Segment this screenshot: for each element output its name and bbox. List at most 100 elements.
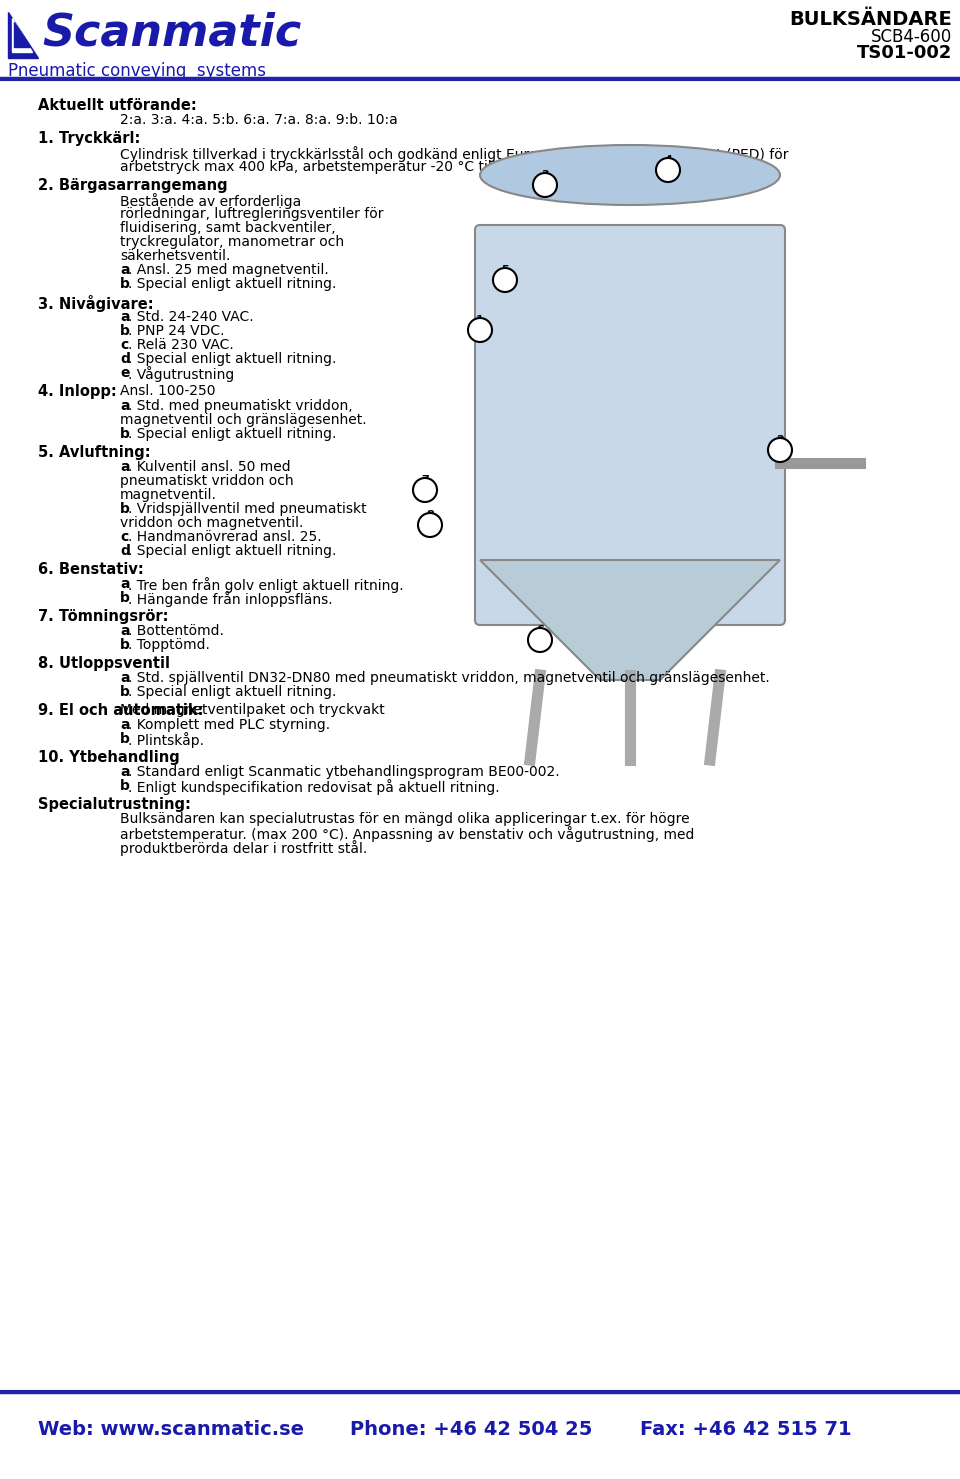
Polygon shape bbox=[14, 22, 30, 47]
Text: e: e bbox=[120, 365, 130, 380]
Text: a: a bbox=[120, 624, 130, 637]
Text: Med magnetventilpaket och tryckvakt: Med magnetventilpaket och tryckvakt bbox=[120, 703, 385, 717]
Text: tryckregulator, manometrar och: tryckregulator, manometrar och bbox=[120, 235, 344, 248]
Text: 8. Utloppsventil: 8. Utloppsventil bbox=[38, 657, 170, 671]
Text: . Special enligt aktuell ritning.: . Special enligt aktuell ritning. bbox=[128, 277, 336, 291]
Text: d: d bbox=[120, 352, 130, 365]
Text: . Relä 230 VAC.: . Relä 230 VAC. bbox=[128, 339, 233, 352]
Text: Phone: +46 42 504 25: Phone: +46 42 504 25 bbox=[350, 1420, 592, 1439]
Text: TS01-002: TS01-002 bbox=[856, 44, 952, 62]
Text: b: b bbox=[120, 592, 130, 605]
Text: . Tre ben från golv enligt aktuell ritning.: . Tre ben från golv enligt aktuell ritni… bbox=[128, 577, 403, 593]
Text: magnetventil.: magnetventil. bbox=[120, 488, 217, 501]
Text: 7. Tömningsrör:: 7. Tömningsrör: bbox=[38, 609, 169, 624]
Text: 5: 5 bbox=[501, 265, 509, 275]
Text: 9. El och automatik:: 9. El och automatik: bbox=[38, 703, 204, 717]
Polygon shape bbox=[480, 561, 780, 680]
Text: 4: 4 bbox=[664, 155, 672, 166]
Text: produktberörda delar i rostfritt stål.: produktberörda delar i rostfritt stål. bbox=[120, 840, 368, 856]
Text: c: c bbox=[120, 529, 129, 544]
Text: BULKSÄNDARE: BULKSÄNDARE bbox=[789, 10, 952, 30]
Text: 8: 8 bbox=[426, 510, 434, 521]
Text: . Topptömd.: . Topptömd. bbox=[128, 637, 210, 652]
Text: 3: 3 bbox=[541, 170, 549, 180]
Circle shape bbox=[468, 318, 492, 342]
Circle shape bbox=[656, 158, 680, 182]
Text: b: b bbox=[120, 685, 130, 700]
Text: Pneumatic conveying  systems: Pneumatic conveying systems bbox=[8, 62, 266, 80]
Text: . Vridspjällventil med pneumatiskt: . Vridspjällventil med pneumatiskt bbox=[128, 501, 367, 516]
Text: a: a bbox=[120, 399, 130, 413]
Text: . Bottentömd.: . Bottentömd. bbox=[128, 624, 224, 637]
Text: c: c bbox=[120, 339, 129, 352]
Text: b: b bbox=[120, 779, 130, 793]
Text: . Hängande från inloppsfläns.: . Hängande från inloppsfläns. bbox=[128, 592, 332, 606]
Text: Bestående av erforderliga: Bestående av erforderliga bbox=[120, 192, 301, 209]
Text: Ansl. 100-250: Ansl. 100-250 bbox=[120, 385, 215, 398]
Text: 10. Ytbehandling: 10. Ytbehandling bbox=[38, 750, 180, 765]
Text: Bulksändaren kan specialutrustas för en mängd olika appliceringar t.ex. för högr: Bulksändaren kan specialutrustas för en … bbox=[120, 812, 689, 825]
Text: . Special enligt aktuell ritning.: . Special enligt aktuell ritning. bbox=[128, 427, 336, 441]
Text: . Special enligt aktuell ritning.: . Special enligt aktuell ritning. bbox=[128, 544, 336, 558]
Text: fluidisering, samt backventiler,: fluidisering, samt backventiler, bbox=[120, 220, 336, 235]
Text: 4. Inlopp:: 4. Inlopp: bbox=[38, 385, 117, 399]
Text: 7: 7 bbox=[421, 475, 429, 485]
Text: a: a bbox=[120, 263, 130, 277]
Text: pneumatiskt vriddon och: pneumatiskt vriddon och bbox=[120, 473, 294, 488]
FancyBboxPatch shape bbox=[475, 225, 785, 626]
Text: . Plintskåp.: . Plintskåp. bbox=[128, 732, 204, 748]
Text: . Std. med pneumatiskt vriddon,: . Std. med pneumatiskt vriddon, bbox=[128, 399, 352, 413]
Text: Aktuellt utförande:: Aktuellt utförande: bbox=[38, 98, 197, 112]
Text: b: b bbox=[120, 324, 130, 339]
Text: 6. Benstativ:: 6. Benstativ: bbox=[38, 562, 144, 577]
Text: . Ansl. 25 med magnetventil.: . Ansl. 25 med magnetventil. bbox=[128, 263, 328, 277]
Text: 1. Tryckkärl:: 1. Tryckkärl: bbox=[38, 132, 140, 146]
Text: . Vågutrustning: . Vågutrustning bbox=[128, 365, 234, 382]
Text: a: a bbox=[120, 577, 130, 592]
Text: a: a bbox=[120, 671, 130, 685]
Text: . Special enligt aktuell ritning.: . Special enligt aktuell ritning. bbox=[128, 685, 336, 700]
Text: Fax: +46 42 515 71: Fax: +46 42 515 71 bbox=[640, 1420, 852, 1439]
Text: b: b bbox=[120, 427, 130, 441]
Text: 2: 2 bbox=[776, 435, 784, 445]
Circle shape bbox=[528, 629, 552, 652]
Text: . PNP 24 VDC.: . PNP 24 VDC. bbox=[128, 324, 225, 339]
Text: b: b bbox=[120, 732, 130, 745]
Text: a: a bbox=[120, 765, 130, 779]
Text: a: a bbox=[120, 311, 130, 324]
Text: Web: www.scanmatic.se: Web: www.scanmatic.se bbox=[38, 1420, 304, 1439]
Text: a: a bbox=[120, 717, 130, 732]
Circle shape bbox=[413, 478, 437, 501]
Text: 2. Bärgasarrangemang: 2. Bärgasarrangemang bbox=[38, 177, 228, 192]
Text: . Kulventil ansl. 50 med: . Kulventil ansl. 50 med bbox=[128, 460, 291, 473]
Circle shape bbox=[768, 438, 792, 461]
Text: säkerhetsventil.: säkerhetsventil. bbox=[120, 248, 230, 263]
Text: vriddon och magnetventil.: vriddon och magnetventil. bbox=[120, 516, 303, 529]
Text: Specialutrustning:: Specialutrustning: bbox=[38, 797, 191, 812]
Text: . Komplett med PLC styrning.: . Komplett med PLC styrning. bbox=[128, 717, 330, 732]
Text: b: b bbox=[120, 637, 130, 652]
Polygon shape bbox=[8, 12, 38, 58]
Text: b: b bbox=[120, 277, 130, 291]
Circle shape bbox=[533, 173, 557, 197]
Polygon shape bbox=[12, 18, 32, 52]
Circle shape bbox=[418, 513, 442, 537]
Text: Cylindrisk tillverkad i tryckkärlsstål och godkänd enligt Europeiska tryckkärlsd: Cylindrisk tillverkad i tryckkärlsstål o… bbox=[120, 146, 788, 163]
Text: 3. Nivågivare:: 3. Nivågivare: bbox=[38, 294, 154, 312]
Circle shape bbox=[493, 268, 517, 291]
Text: 2:a. 3:a. 4:a. 5:b. 6:a. 7:a. 8:a. 9:b. 10:a: 2:a. 3:a. 4:a. 5:b. 6:a. 7:a. 8:a. 9:b. … bbox=[120, 112, 397, 127]
Text: b: b bbox=[120, 501, 130, 516]
Text: magnetventil och gränslägesenhet.: magnetventil och gränslägesenhet. bbox=[120, 413, 367, 427]
Text: a: a bbox=[120, 460, 130, 473]
Text: . Special enligt aktuell ritning.: . Special enligt aktuell ritning. bbox=[128, 352, 336, 365]
Text: . Std. 24-240 VAC.: . Std. 24-240 VAC. bbox=[128, 311, 253, 324]
Text: rörledningar, luftregleringsventiler för: rörledningar, luftregleringsventiler för bbox=[120, 207, 383, 220]
Text: SCB4-600: SCB4-600 bbox=[871, 28, 952, 46]
Ellipse shape bbox=[480, 145, 780, 206]
Text: . Std. spjällventil DN32-DN80 med pneumatiskt vriddon, magnetventil och gränsläg: . Std. spjällventil DN32-DN80 med pneuma… bbox=[128, 671, 770, 685]
Text: . Enligt kundspecifikation redovisat på aktuell ritning.: . Enligt kundspecifikation redovisat på … bbox=[128, 779, 499, 794]
Text: . Handmanövrerad ansl. 25.: . Handmanövrerad ansl. 25. bbox=[128, 529, 322, 544]
Text: 6: 6 bbox=[536, 626, 544, 634]
Text: . Standard enligt Scanmatic ytbehandlingsprogram BE00-002.: . Standard enligt Scanmatic ytbehandling… bbox=[128, 765, 560, 779]
Text: 1: 1 bbox=[476, 315, 484, 325]
